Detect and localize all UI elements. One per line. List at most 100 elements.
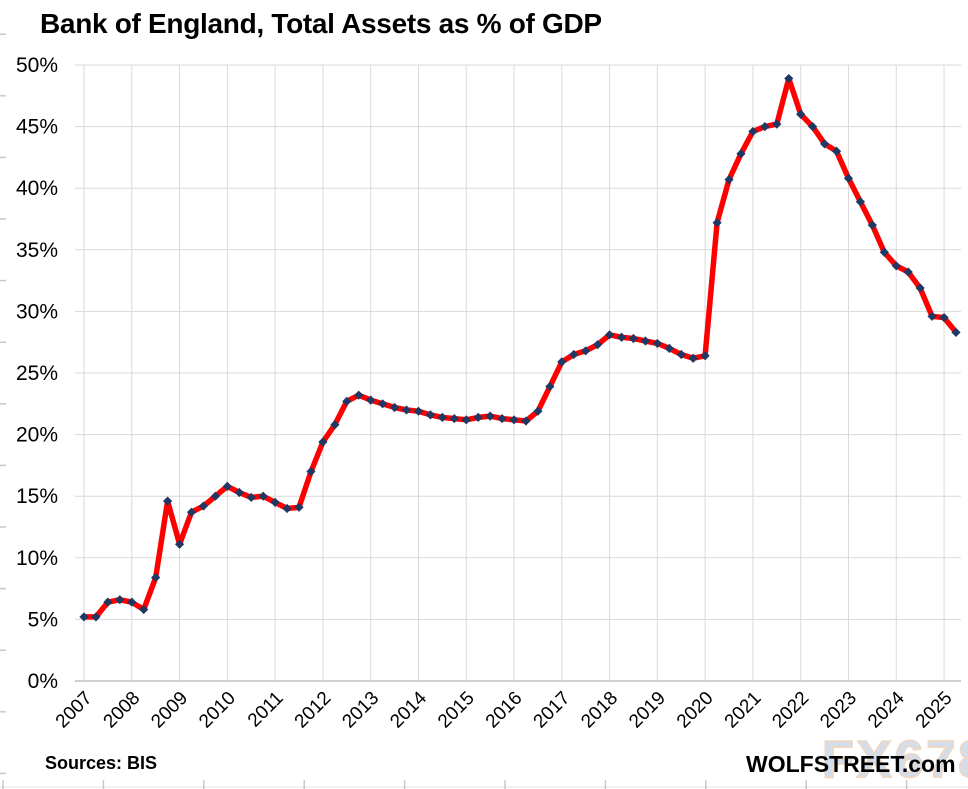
data-point-marker: [616, 332, 627, 342]
data-point-marker: [652, 338, 662, 349]
data-point-marker: [401, 405, 412, 415]
chart-title: Bank of England, Total Assets as % of GD…: [40, 8, 602, 39]
data-point-marker: [330, 420, 340, 430]
data-point-marker: [891, 261, 901, 271]
data-point-marker: [437, 412, 447, 422]
y-tick-label: 50%: [16, 54, 58, 77]
data-point-marker: [163, 496, 173, 506]
y-tick-label: 25%: [16, 362, 58, 385]
data-point-marker: [425, 410, 436, 420]
data-point-marker: [294, 502, 304, 512]
data-point-marker: [760, 122, 770, 132]
x-tick-label: 2024: [864, 687, 909, 732]
x-tick-label: 2011: [244, 688, 288, 732]
data-point-marker: [79, 612, 89, 622]
data-point-marker: [843, 173, 854, 183]
data-point-marker: [951, 327, 961, 337]
data-point-marker: [449, 413, 459, 424]
data-point-marker: [198, 501, 209, 511]
data-point-marker: [867, 220, 877, 230]
data-point-marker: [354, 390, 364, 400]
data-point-marker: [342, 396, 352, 406]
y-tick-label: 15%: [16, 485, 58, 508]
data-point-marker: [796, 109, 806, 119]
data-point-marker: [318, 437, 328, 447]
data-point-marker: [210, 491, 220, 501]
data-point-marker: [521, 416, 531, 426]
data-point-marker: [748, 126, 758, 137]
data-point-marker: [724, 174, 734, 185]
data-point-marker: [640, 336, 651, 346]
x-tick-label: 2021: [721, 688, 766, 733]
data-point-marker: [772, 119, 782, 129]
data-point-marker: [139, 604, 149, 615]
y-tick-label: 5%: [28, 608, 58, 631]
y-tick-label: 0%: [28, 670, 58, 693]
x-tick-label: 2016: [482, 688, 527, 733]
x-tick-label: 2018: [577, 688, 622, 733]
data-point-marker: [831, 146, 842, 156]
x-tick-label: 2009: [147, 688, 192, 733]
data-point-marker: [115, 595, 125, 605]
x-tick-label: 2017: [530, 688, 575, 733]
data-point-marker: [855, 197, 866, 207]
data-point-marker: [628, 333, 639, 344]
data-point-marker: [664, 343, 674, 353]
series-line: [81, 75, 959, 620]
x-tick-label: 2020: [673, 688, 718, 733]
data-point-marker: [939, 312, 949, 323]
data-point-marker: [186, 507, 197, 517]
data-point-marker: [282, 503, 292, 514]
data-point-marker: [234, 487, 244, 498]
y-tick-label: 45%: [16, 116, 58, 139]
data-point-marker: [378, 399, 388, 409]
x-tick-label: 2022: [768, 688, 813, 733]
x-tick-label: 2023: [816, 688, 861, 733]
y-tick-label: 20%: [16, 424, 58, 447]
branding-wolfstreet: WOLFSTREET.com: [746, 751, 956, 777]
y-tick-label: 35%: [16, 239, 58, 262]
y-tick-label: 40%: [16, 177, 58, 200]
data-point-marker: [497, 413, 507, 424]
data-point-marker: [557, 357, 567, 367]
data-point-marker: [151, 572, 161, 583]
data-point-marker: [127, 597, 137, 607]
data-point-marker: [545, 381, 555, 392]
data-point-marker: [413, 406, 424, 416]
data-point-marker: [784, 73, 794, 84]
data-point-marker: [700, 351, 710, 361]
x-tick-label: 2019: [625, 688, 670, 733]
x-tick-label: 2007: [52, 688, 97, 733]
data-point-marker: [927, 311, 937, 321]
data-point-marker: [604, 330, 615, 340]
x-tick-label: 2012: [291, 688, 336, 733]
data-point-marker: [676, 349, 686, 360]
data-point-marker: [246, 492, 256, 503]
data-point-marker: [688, 353, 698, 363]
x-tick-label: 2013: [338, 688, 383, 733]
x-tick-label: 2008: [100, 688, 145, 733]
x-tick-label: 2010: [195, 688, 240, 733]
data-point-marker: [461, 415, 471, 425]
data-point-marker: [533, 406, 543, 416]
data-point-marker: [306, 466, 316, 477]
x-tick-label: 2025: [912, 688, 957, 733]
y-tick-label: 30%: [16, 300, 58, 323]
data-point-marker: [270, 497, 280, 507]
data-point-marker: [879, 247, 889, 257]
source-note: Sources: BIS: [45, 753, 158, 773]
data-point-marker: [581, 346, 591, 356]
data-point-marker: [712, 218, 722, 228]
data-point-marker: [473, 412, 483, 422]
data-point-marker: [174, 539, 185, 549]
x-tick-label: 2015: [434, 688, 479, 733]
data-point-marker: [258, 491, 268, 501]
data-point-marker: [569, 349, 579, 360]
data-point-marker: [808, 122, 818, 132]
data-point-marker: [819, 139, 830, 149]
data-point-marker: [593, 340, 603, 350]
data-point-marker: [915, 283, 925, 293]
watermark-fx678: FX678: [821, 730, 968, 789]
